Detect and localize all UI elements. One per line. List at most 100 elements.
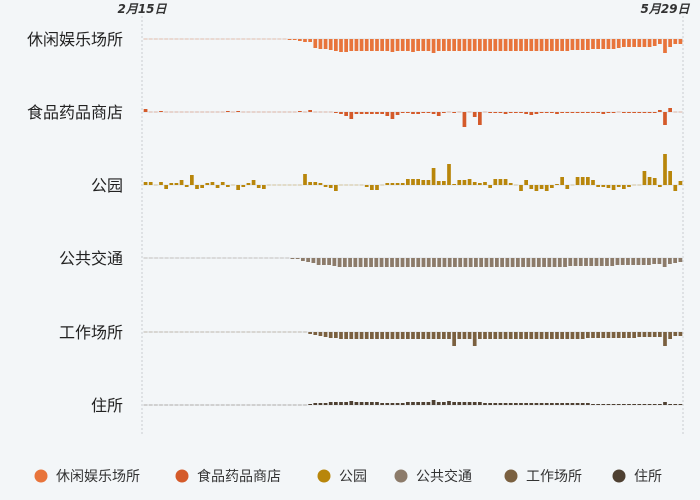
- bar: [380, 332, 384, 339]
- legend-item[interactable]: 休闲娱乐场所: [34, 469, 141, 485]
- bar: [313, 182, 318, 185]
- legend-item[interactable]: 公园: [317, 469, 368, 485]
- bar: [626, 258, 630, 265]
- bar: [550, 39, 554, 51]
- bar: [384, 258, 389, 267]
- bar: [159, 182, 163, 185]
- bar: [369, 258, 373, 267]
- bar: [205, 331, 210, 333]
- bar: [205, 183, 210, 185]
- bar: [431, 168, 436, 185]
- bar: [195, 111, 199, 113]
- legend-item[interactable]: 工作场所: [504, 469, 583, 485]
- bar: [248, 257, 253, 259]
- bar: [246, 111, 251, 113]
- bar: [584, 258, 588, 266]
- bar: [313, 111, 318, 113]
- bar: [348, 258, 352, 267]
- series-row: 食品药品商店: [27, 103, 683, 127]
- bar: [483, 111, 487, 113]
- bar: [462, 332, 467, 339]
- bar: [143, 257, 148, 259]
- bar: [631, 258, 636, 265]
- bar: [472, 182, 477, 185]
- bar: [246, 38, 251, 40]
- bar: [658, 332, 662, 337]
- bar: [169, 404, 174, 406]
- bar: [636, 258, 641, 265]
- bar: [611, 332, 616, 338]
- bar: [447, 332, 451, 339]
- bar: [673, 404, 678, 405]
- bar: [226, 331, 230, 333]
- bar: [478, 183, 482, 185]
- bar: [184, 185, 189, 187]
- bar: [256, 185, 261, 188]
- bar: [246, 331, 251, 333]
- bar: [668, 332, 672, 339]
- bar: [652, 332, 657, 337]
- bar: [211, 257, 216, 259]
- bar: [431, 39, 436, 53]
- bar: [374, 258, 379, 267]
- bar: [580, 332, 585, 339]
- bar: [678, 404, 683, 405]
- bar: [385, 39, 390, 51]
- bar: [308, 39, 312, 42]
- bar: [200, 185, 204, 188]
- bar: [231, 184, 235, 186]
- bar: [354, 112, 359, 114]
- bar: [452, 112, 456, 113]
- axes-layer: 2月15日 5月29日: [117, 2, 691, 434]
- bar: [154, 404, 158, 406]
- bar: [622, 185, 626, 189]
- bar: [580, 403, 585, 405]
- bar: [375, 332, 379, 339]
- bar: [339, 184, 343, 186]
- bar: [231, 404, 235, 406]
- bar: [436, 112, 441, 116]
- bar: [534, 39, 539, 51]
- bar: [580, 112, 585, 113]
- bar: [432, 258, 436, 267]
- bar: [539, 185, 544, 189]
- bar: [175, 257, 179, 259]
- legend-item[interactable]: 食品药品商店: [175, 468, 282, 485]
- bar: [652, 39, 657, 46]
- bar: [380, 403, 384, 405]
- bar: [508, 112, 513, 113]
- bar: [272, 404, 276, 406]
- bar: [328, 185, 333, 188]
- bar: [555, 112, 559, 114]
- bar: [462, 112, 467, 127]
- bar: [298, 39, 302, 41]
- bar: [256, 38, 261, 40]
- bar: [663, 402, 667, 405]
- bar: [544, 332, 549, 339]
- bar: [565, 39, 570, 51]
- bar: [395, 112, 400, 115]
- bar: [606, 404, 611, 405]
- bar: [453, 258, 457, 267]
- bar: [514, 332, 518, 339]
- bar: [627, 39, 631, 47]
- bar: [431, 400, 436, 405]
- bar: [303, 404, 307, 406]
- bar: [349, 401, 354, 405]
- bar: [637, 39, 642, 47]
- bar: [632, 332, 636, 338]
- bar: [519, 332, 523, 339]
- bar: [395, 332, 400, 339]
- bar: [169, 331, 174, 333]
- bar: [287, 184, 292, 186]
- bar: [164, 404, 168, 406]
- bar: [678, 332, 683, 336]
- legend-item[interactable]: 公共交通: [394, 468, 473, 485]
- start-date-label: 2月15日: [117, 2, 167, 16]
- bar: [642, 39, 647, 47]
- bar: [274, 257, 279, 259]
- bar: [521, 258, 525, 267]
- bar: [328, 402, 333, 405]
- legend-item[interactable]: 住所: [612, 469, 663, 485]
- bar: [478, 39, 482, 51]
